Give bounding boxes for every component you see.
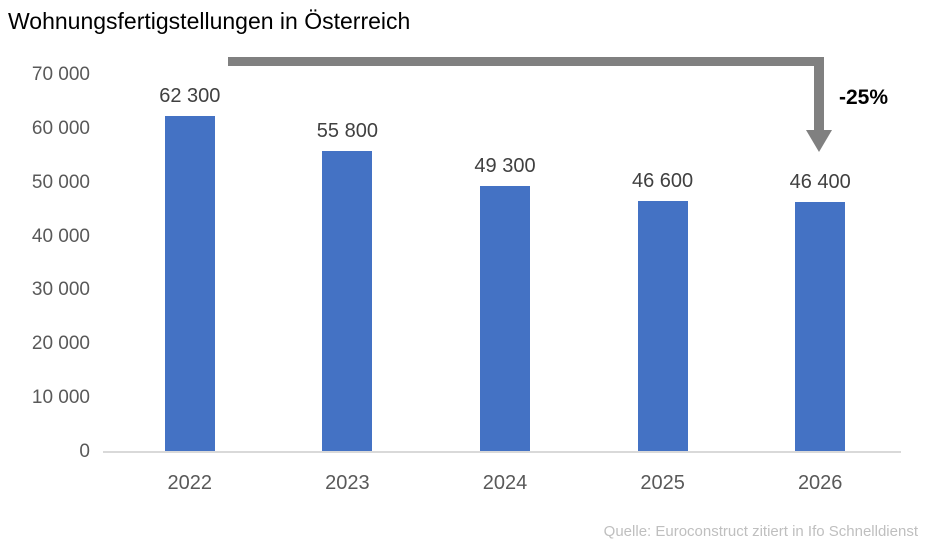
bar-value-label: 49 300 (474, 155, 536, 178)
decline-arrow-horizontal-segment (228, 57, 824, 66)
bar (795, 202, 846, 451)
y-tick-label: 40 000 (31, 225, 90, 247)
bar-value-label: 46 600 (632, 170, 694, 193)
y-tick-label: 10 000 (31, 387, 90, 409)
y-tick-label: 60 000 (31, 117, 90, 139)
x-tick-label: 2025 (640, 472, 685, 494)
bar-value-label: 55 800 (316, 120, 378, 143)
bar (480, 186, 530, 451)
decline-arrow-vertical-segment (814, 57, 824, 131)
y-tick-label: 50 000 (31, 171, 90, 193)
decline-percentage-annotation: -25% (839, 86, 889, 109)
x-tick-label: 2022 (167, 472, 213, 494)
bar-value-label: 46 400 (789, 171, 851, 194)
x-tick-label: 2024 (482, 472, 528, 494)
x-axis-line (103, 451, 901, 453)
y-tick-label: 30 000 (31, 279, 90, 301)
x-tick-label: 2026 (797, 472, 843, 494)
chart-title: Wohnungsfertigstellungen in Österreich (8, 8, 411, 34)
y-tick-label: 20 000 (31, 333, 90, 355)
decline-arrow-head-icon (806, 130, 832, 152)
bar (322, 151, 373, 451)
source-caption: Quelle: Euroconstruct zitiert in Ifo Sch… (603, 523, 918, 540)
x-tick-label: 2023 (325, 472, 370, 494)
bar (637, 201, 688, 451)
bar-value-label: 62 300 (159, 85, 221, 108)
bar (164, 116, 215, 451)
y-tick-label: 70 000 (31, 64, 90, 85)
y-tick-label: 0 (79, 441, 90, 462)
